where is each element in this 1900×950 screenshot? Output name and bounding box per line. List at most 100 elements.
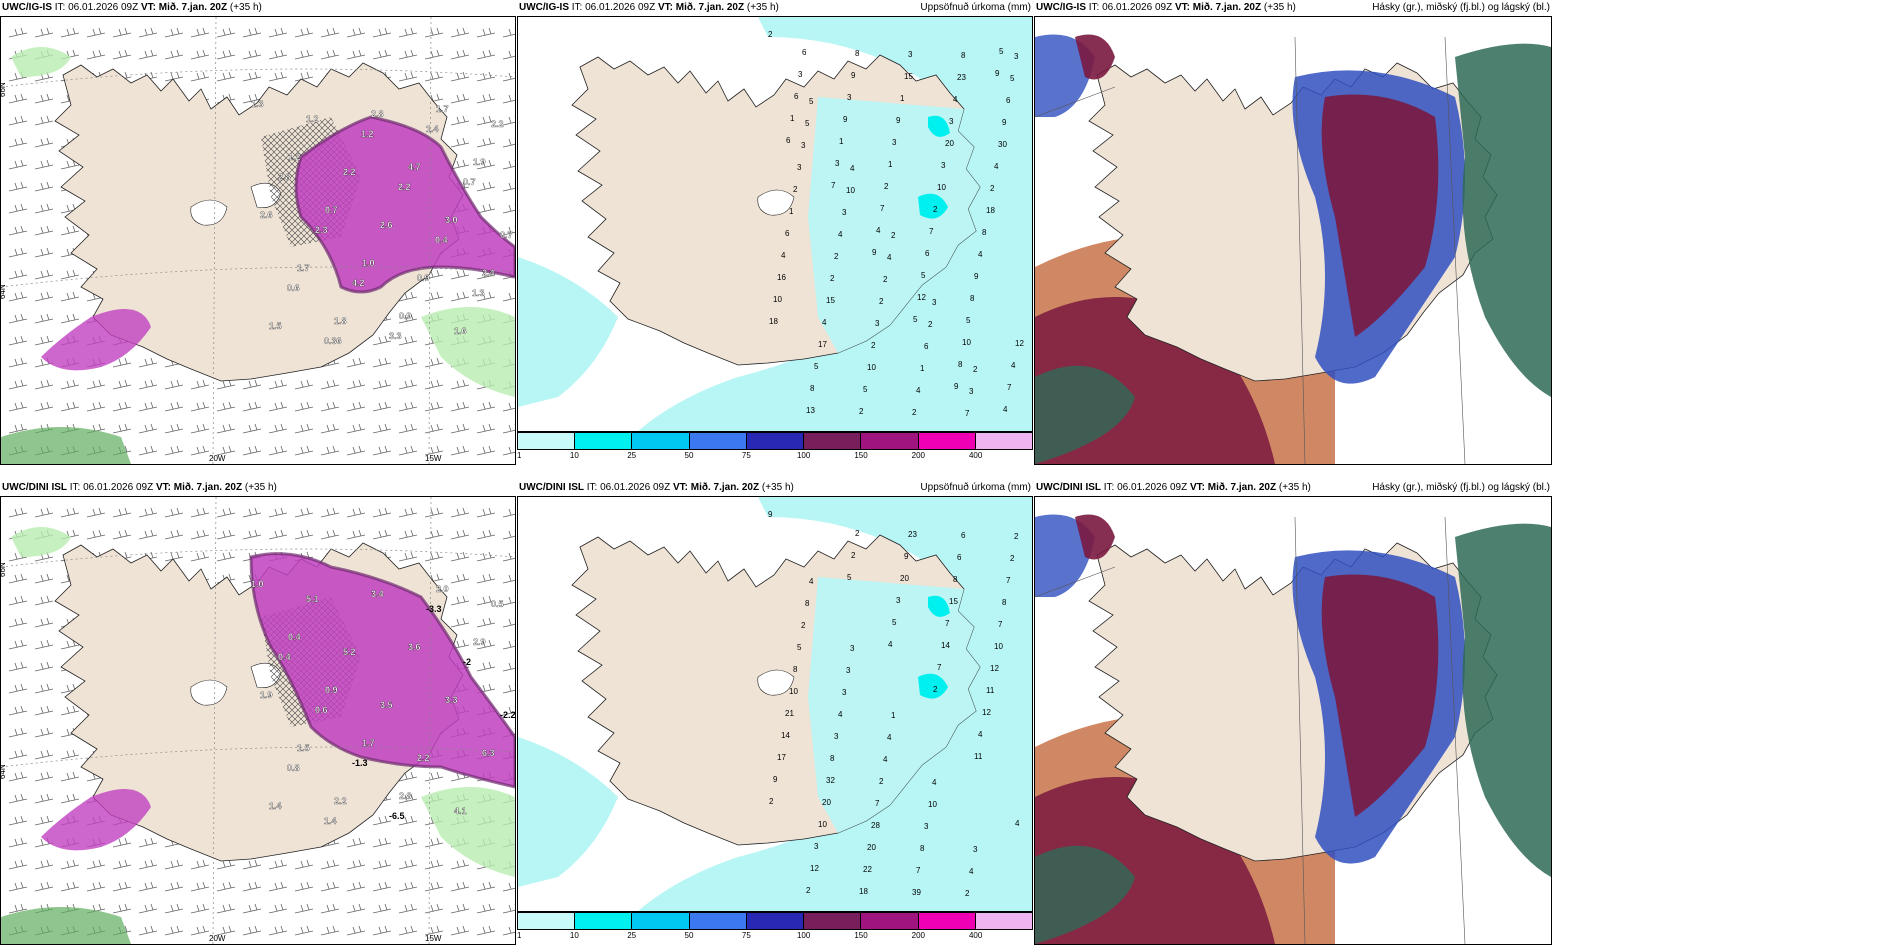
colorbar-swatch bbox=[746, 913, 805, 929]
wind-barb bbox=[450, 401, 470, 412]
precip-value: 1 bbox=[790, 114, 795, 123]
wind-barb bbox=[294, 903, 314, 914]
precip-value: 3 bbox=[1014, 52, 1019, 61]
precip-value: 3 bbox=[941, 161, 946, 170]
precip-value: 4 bbox=[1003, 405, 1008, 414]
wind-barb bbox=[164, 529, 184, 540]
precip-light-area bbox=[518, 737, 618, 887]
precip-value: 21 bbox=[785, 709, 794, 718]
wind-barb bbox=[424, 49, 444, 60]
colorbar-swatch bbox=[632, 913, 690, 929]
temp-value: 2.4 bbox=[482, 268, 495, 278]
precip-light bbox=[421, 787, 515, 877]
temp-value: 0.7 bbox=[325, 205, 338, 215]
wind-barb bbox=[476, 445, 496, 456]
wind-barb bbox=[372, 837, 392, 848]
temp-value: 2.2 bbox=[343, 167, 356, 177]
wind-barb bbox=[476, 137, 496, 148]
wind-barb bbox=[476, 551, 496, 562]
temp-value: 0.5 bbox=[491, 599, 504, 609]
cloud-title: Hásky (gr.), miðský (fj.bl.) og lágský (… bbox=[1372, 2, 1550, 13]
wind-barb bbox=[34, 137, 54, 148]
map-precip-0[interactable]: 2 5 4 2 3 2 3 5 10 4 2 3 5 3 3 2 6 7 6 3 4 2 1 8 9 2 2 3 4 23 30 1 2 2 2 4 4… bbox=[517, 16, 1033, 432]
precip-green bbox=[1, 907, 131, 944]
temp-value: 1.0 bbox=[362, 258, 375, 268]
wind-barb bbox=[86, 379, 106, 390]
wind-barb bbox=[450, 859, 470, 870]
precip-value: 2 bbox=[834, 252, 839, 261]
wind-barb bbox=[320, 379, 340, 390]
temp-value: 1.7 bbox=[362, 738, 375, 748]
wind-barb bbox=[346, 925, 366, 936]
wind-barb bbox=[398, 837, 418, 848]
wind-barb bbox=[164, 423, 184, 434]
temp-value: -3.3 bbox=[426, 604, 442, 614]
colorbar-tick-label: 50 bbox=[684, 451, 694, 460]
map-cloud-0[interactable] bbox=[1034, 16, 1552, 465]
map-temp-0[interactable]: 20W 15W 66N 64N 1.3 1.2 0.7 1.0 0.9 1.7 1.9 2.6 1.7 1… bbox=[0, 16, 516, 465]
precip-value: 2 bbox=[928, 320, 933, 329]
precip-value: 5 bbox=[921, 271, 926, 280]
precip-value: 2 bbox=[855, 529, 860, 538]
wind-barb bbox=[450, 93, 470, 104]
precip-value: 23 bbox=[957, 73, 966, 82]
precip-value: 4 bbox=[978, 250, 983, 259]
wind-barb bbox=[190, 881, 210, 892]
precip-value: 9 bbox=[851, 71, 856, 80]
wind-barb bbox=[424, 507, 444, 518]
map-precip-1[interactable]: 9 4 3 1 4 3 2 8 3 4 10 4 2 2 3 4 3 2 7 5 4 2 8 6 8 8 3 7 7 6 7 10 8 28 39 8… bbox=[517, 496, 1033, 912]
wind-barb bbox=[34, 247, 54, 258]
temp-value: 1.9 bbox=[260, 690, 273, 700]
wind-barb bbox=[476, 49, 496, 60]
precip-value: 2 bbox=[793, 185, 798, 194]
colorbar-swatch bbox=[518, 433, 576, 449]
wind-barb bbox=[268, 423, 288, 434]
wind-barb bbox=[242, 379, 262, 390]
wind-barb bbox=[476, 71, 496, 82]
wind-barb bbox=[190, 551, 210, 562]
wind-barb bbox=[112, 529, 132, 540]
precip-value: 12 bbox=[1015, 339, 1024, 348]
wind-barb bbox=[268, 881, 288, 892]
precip-value: 2 bbox=[990, 184, 995, 193]
temp-value: 1.4 bbox=[426, 124, 439, 134]
wind-barb bbox=[502, 94, 515, 104]
wind-barb bbox=[8, 859, 28, 870]
precip-value: 10 bbox=[789, 687, 798, 696]
precip-value: 6 bbox=[785, 229, 790, 238]
wind-barb bbox=[450, 269, 470, 280]
wind-barb bbox=[190, 925, 210, 936]
wind-barb bbox=[86, 507, 106, 518]
precip-value: 2 bbox=[1014, 532, 1019, 541]
wind-barb bbox=[34, 507, 54, 518]
precip-value: 18 bbox=[769, 317, 778, 326]
precip-value: 3 bbox=[924, 822, 929, 831]
wind-barb bbox=[320, 401, 340, 412]
precip-value: 18 bbox=[986, 206, 995, 215]
colorbar-swatch bbox=[975, 433, 1032, 449]
wind-barb bbox=[398, 71, 418, 82]
lon-label: 15W bbox=[425, 454, 442, 463]
wind-barb bbox=[190, 71, 210, 82]
wind-barb bbox=[424, 551, 444, 562]
wind-barb bbox=[398, 507, 418, 518]
wind-barb bbox=[502, 402, 515, 412]
wind-barb bbox=[398, 771, 418, 782]
precip-value: 3 bbox=[932, 298, 937, 307]
colorbar-swatch bbox=[632, 433, 690, 449]
precip-value: 9 bbox=[768, 510, 773, 519]
wind-barb bbox=[450, 137, 470, 148]
map-cloud-1[interactable] bbox=[1034, 496, 1552, 945]
wind-barb bbox=[450, 881, 470, 892]
wind-barb bbox=[450, 617, 470, 628]
wind-barb bbox=[164, 859, 184, 870]
colorbar-swatch bbox=[575, 913, 633, 929]
map-temp-1[interactable]: 20W 15W 66N 64N 1.0 0.4 0.9 1.7 2.8 2.0 2.9 1.9 1.5 2… bbox=[0, 496, 516, 945]
wind-barb bbox=[112, 423, 132, 434]
colorbar-swatch bbox=[918, 433, 976, 449]
wind-barb bbox=[112, 507, 132, 518]
precip-light bbox=[11, 527, 71, 557]
lon-label: 20W bbox=[209, 454, 226, 463]
temp-value: 2.6 bbox=[380, 220, 393, 230]
wind-barb bbox=[34, 771, 54, 782]
